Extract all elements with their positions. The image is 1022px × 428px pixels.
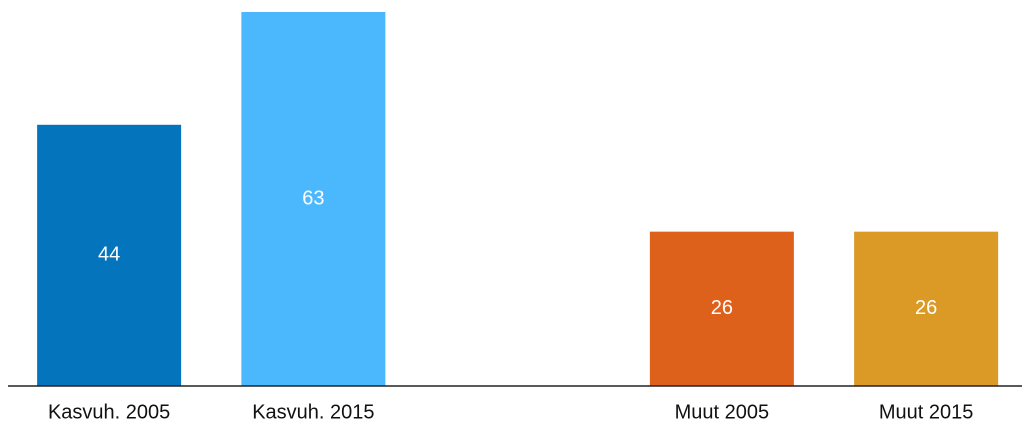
bar <box>37 124 182 387</box>
bar <box>854 231 999 386</box>
bar <box>649 231 794 386</box>
x-tick-label: Kasvuh. 2015 <box>252 401 374 423</box>
data-label: 26 <box>711 297 733 319</box>
data-label: 26 <box>915 297 937 319</box>
x-tick-label: Muut 2015 <box>879 401 974 423</box>
data-label: 63 <box>302 187 324 209</box>
data-label: 44 <box>98 244 120 266</box>
bar <box>241 12 386 386</box>
x-tick-label: Kasvuh. 2005 <box>48 401 170 423</box>
x-tick-label: Muut 2005 <box>675 401 770 423</box>
